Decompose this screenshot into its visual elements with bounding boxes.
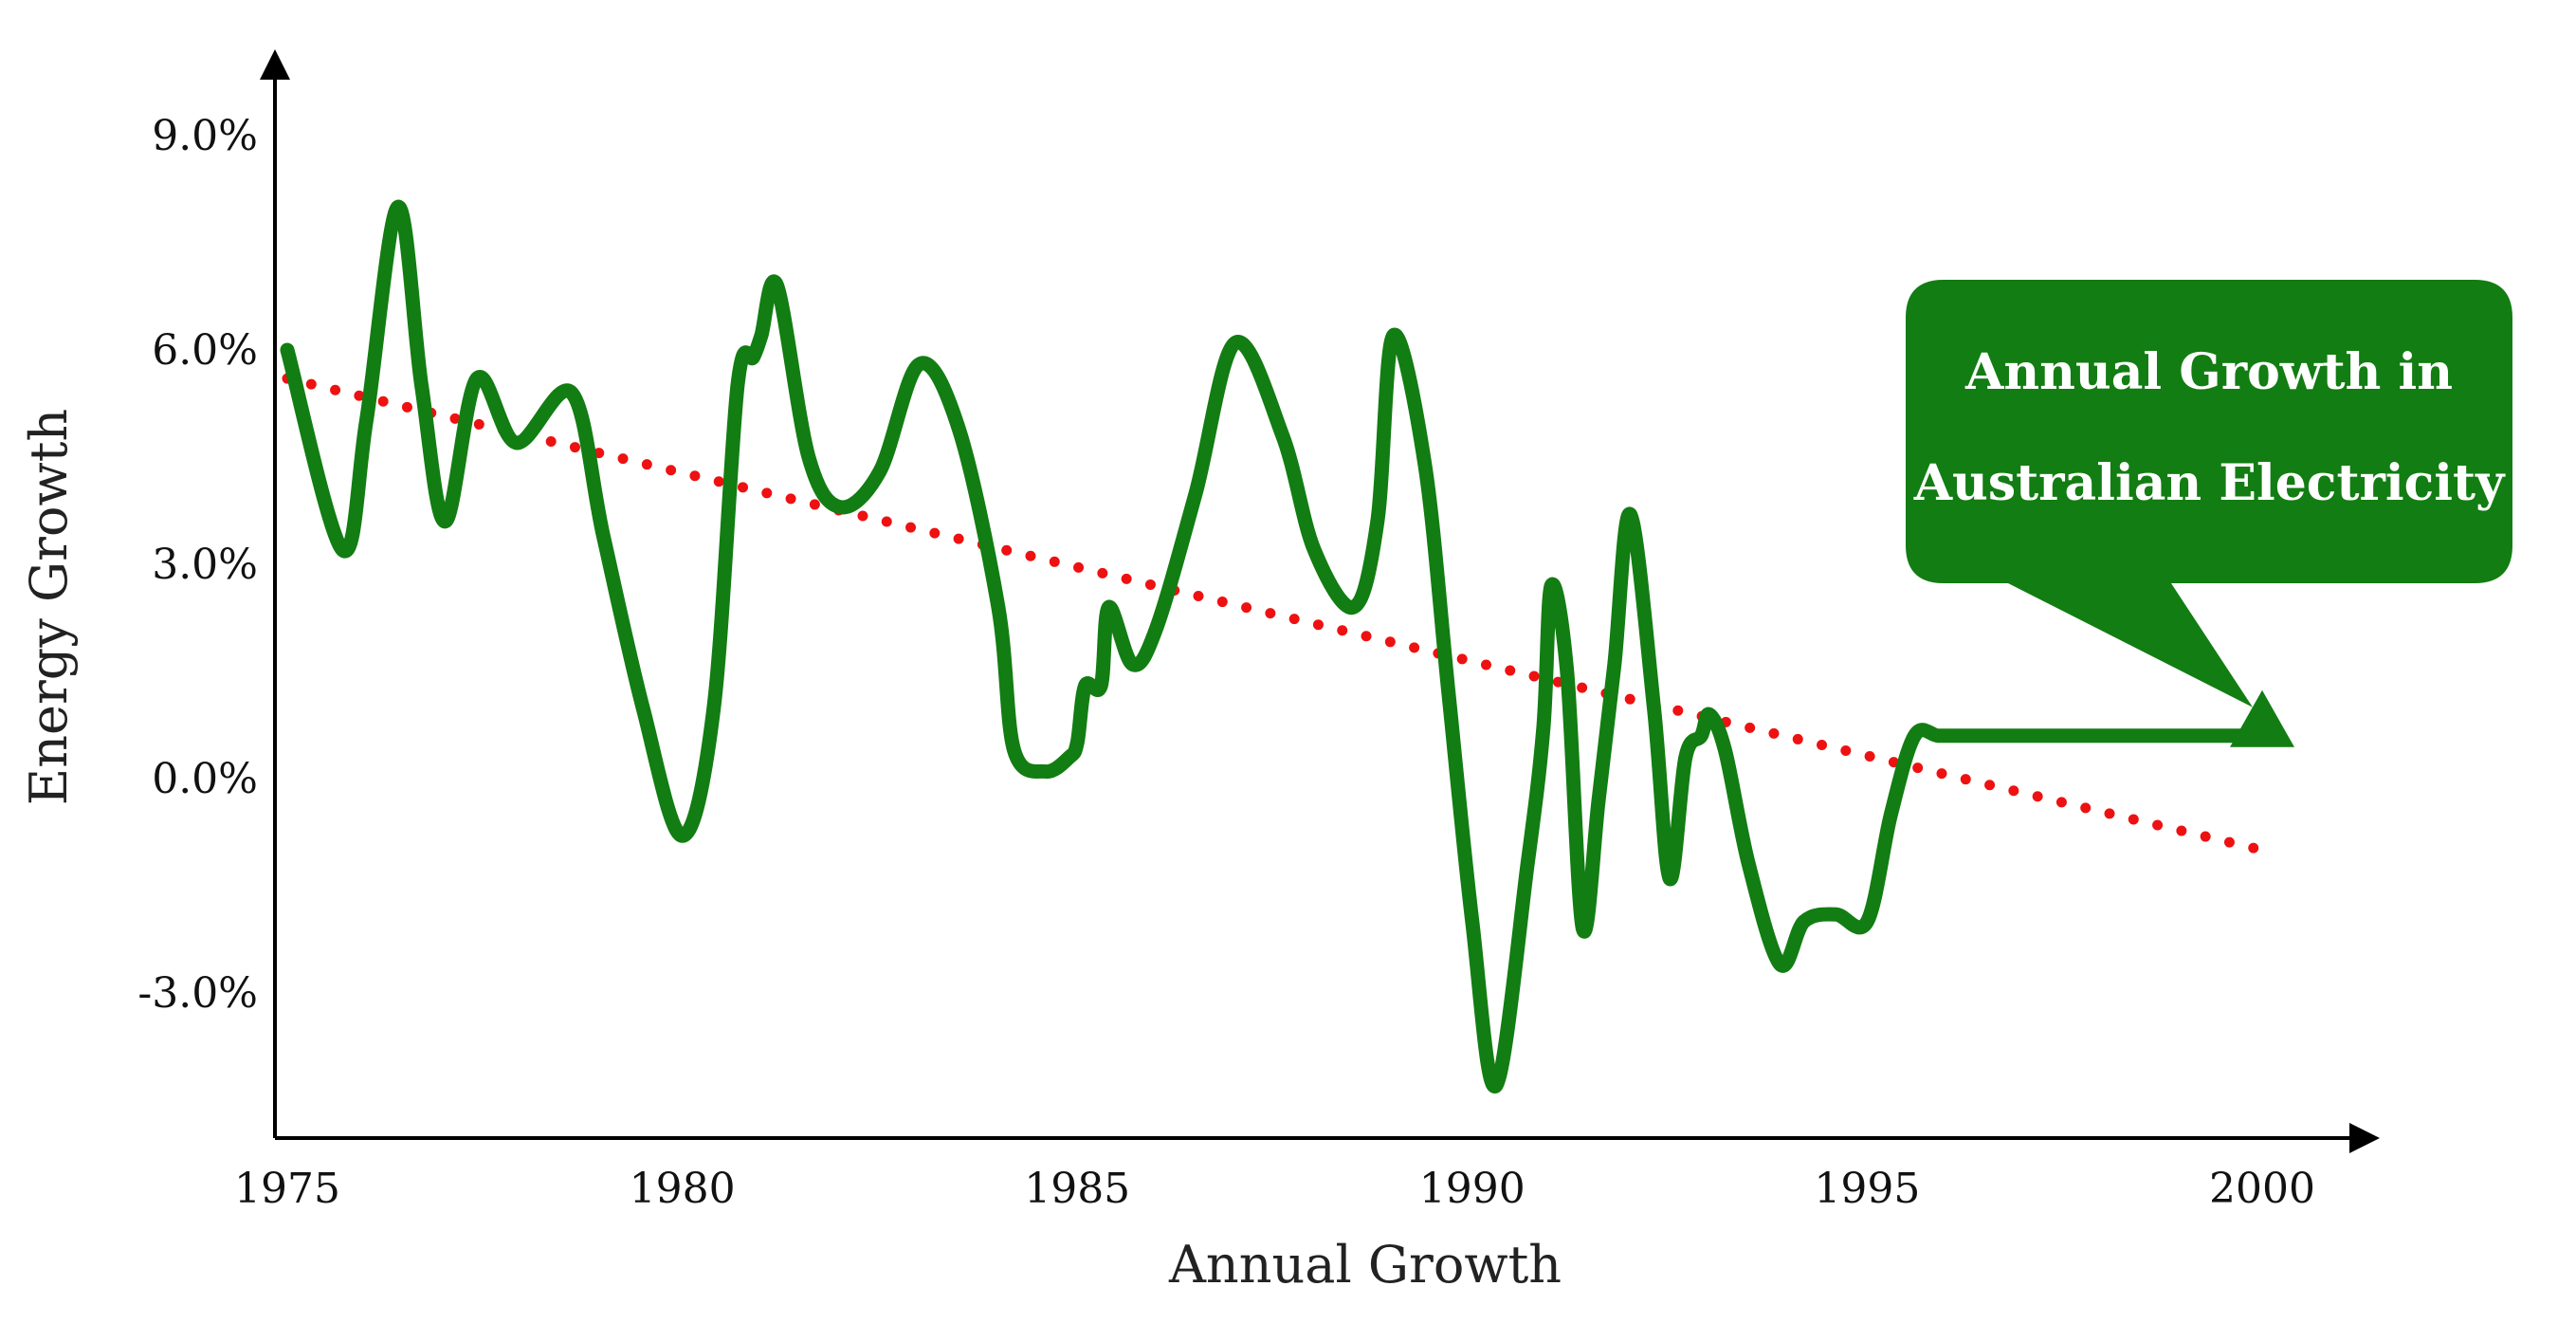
y-axis-arrowhead: [260, 49, 290, 80]
callout-bubble: [1906, 280, 2512, 707]
ticks-group: 1975 1980 1985 1990 1995 2000 -3.0% 0.0% 3.0% 6.0…: [137, 112, 2315, 1213]
x-axis-title: Annual Growth: [1168, 1235, 1562, 1295]
x-tick-label: 1975: [234, 1165, 340, 1213]
y-tick-label: -3.0%: [137, 969, 258, 1018]
y-tick-label: 0.0%: [152, 755, 258, 803]
y-axis-title: Energy Growth: [19, 409, 79, 805]
x-tick-label: 1980: [630, 1165, 736, 1213]
y-tick-label: 9.0%: [152, 112, 258, 160]
axes-group: [260, 49, 2380, 1153]
trend-line: [282, 373, 2268, 855]
y-tick-label: 3.0%: [152, 541, 258, 589]
y-tick-label: 6.0%: [152, 326, 258, 375]
callout-text-line-2: Australian Electricity: [1913, 454, 2506, 512]
x-tick-label: 1985: [1024, 1165, 1130, 1213]
x-tick-label: 1990: [1419, 1165, 1526, 1213]
callout-group: Annual Growth in Australian Electricity: [1906, 280, 2512, 707]
series-group: [280, 199, 2294, 1093]
callout-text-line-1: Annual Growth in: [1964, 343, 2453, 401]
series-end-arrowhead: [2230, 689, 2294, 747]
x-axis-arrowhead: [2349, 1123, 2380, 1153]
x-tick-label: 1995: [1814, 1165, 1920, 1213]
x-tick-label: 2000: [2209, 1165, 2315, 1213]
energy-growth-line: [280, 199, 2270, 1093]
